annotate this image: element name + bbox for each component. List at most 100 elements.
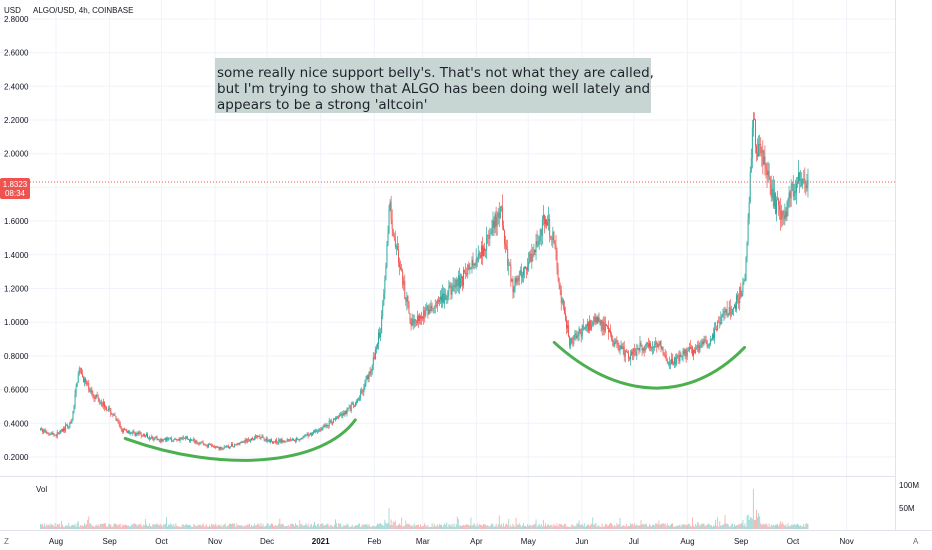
volume-bar — [660, 524, 662, 529]
candle — [219, 446, 221, 451]
candle — [451, 283, 453, 299]
time-tick-label: May — [521, 537, 536, 546]
volume-bar — [503, 523, 504, 529]
candle-body — [108, 408, 110, 411]
candle-body — [722, 313, 724, 316]
candle — [489, 227, 491, 247]
candle — [635, 348, 637, 356]
candle — [352, 401, 354, 409]
candle — [660, 339, 662, 353]
auto-scale-corner-label[interactable]: A — [913, 537, 919, 546]
volume-bar — [64, 526, 66, 529]
candle — [353, 404, 355, 408]
volume-bar — [726, 523, 728, 529]
candle-body — [201, 441, 203, 443]
volume-bar — [646, 526, 648, 529]
candle — [312, 429, 314, 435]
candle-body — [385, 266, 387, 280]
candle — [725, 308, 727, 316]
candle-body — [64, 428, 66, 431]
annotation-textbox[interactable]: some really nice support belly's. That's… — [215, 58, 654, 113]
candle — [96, 391, 98, 398]
candle-body — [75, 386, 77, 394]
candle-body — [370, 371, 372, 374]
candle — [788, 186, 790, 208]
candle-body — [413, 319, 415, 326]
candle — [97, 394, 99, 402]
candle — [465, 263, 467, 280]
candle — [85, 377, 87, 385]
candle-body — [192, 439, 194, 441]
candles — [39, 112, 809, 451]
candle — [781, 204, 783, 228]
candle — [528, 252, 530, 272]
candle — [278, 437, 280, 445]
volume-bar — [767, 526, 769, 529]
zoom-corner-label[interactable]: Z — [4, 537, 9, 546]
symbol-title[interactable]: ALGO/USD, 4h, COINBASE — [33, 6, 133, 15]
candle-body — [522, 268, 524, 276]
candle — [542, 205, 544, 226]
candle — [622, 342, 624, 355]
candle — [568, 320, 570, 338]
time-axis[interactable]: Aug Sep Oct Nov Dec 2021 Feb Mar Apr May Jun Jul Aug… — [49, 537, 854, 546]
candle — [399, 257, 400, 276]
candle-body — [518, 274, 520, 281]
support-belly-2[interactable] — [552, 340, 747, 390]
candle — [109, 405, 111, 412]
volume-bar — [440, 524, 441, 529]
candle — [605, 323, 607, 327]
candle-body — [531, 254, 533, 262]
candle — [275, 439, 277, 444]
volume-bar — [400, 525, 402, 529]
candle — [530, 249, 532, 263]
volume-bar — [353, 526, 355, 529]
candle-body — [625, 350, 627, 353]
candle — [695, 344, 697, 355]
volume-bar — [372, 525, 374, 529]
candle-body — [654, 344, 656, 347]
volume-bar — [593, 524, 595, 529]
support-belly-1[interactable] — [123, 418, 357, 462]
volume-bar — [115, 524, 117, 529]
candle — [799, 171, 801, 193]
volume-bar — [367, 525, 369, 529]
candle — [596, 316, 598, 325]
candle — [541, 215, 543, 245]
volume-bar — [564, 524, 566, 529]
volume-bar — [734, 524, 735, 529]
candle — [626, 350, 628, 354]
candle-body — [473, 264, 475, 266]
candle-body — [320, 428, 322, 431]
time-tick-label: Oct — [155, 537, 168, 546]
candle-body — [256, 435, 258, 438]
price-tick-label: 2.2000 — [4, 116, 29, 125]
candle-body — [795, 183, 797, 193]
candle-body — [163, 438, 165, 440]
candle-body — [337, 416, 339, 418]
volume-bar — [127, 525, 129, 529]
candle-body — [440, 296, 441, 300]
candle — [151, 434, 153, 439]
candle — [492, 211, 494, 236]
price-axis[interactable]: 0.20000.40000.60000.80001.00001.20001.40… — [4, 15, 29, 462]
candle — [755, 118, 756, 154]
candle — [142, 433, 144, 437]
candle-body — [134, 431, 136, 436]
time-tick-label: Sep — [734, 537, 749, 546]
volume-bar — [307, 523, 309, 529]
candle-body — [96, 394, 98, 397]
volume-bar — [270, 523, 272, 529]
candle-body — [667, 362, 669, 364]
volume-bar — [473, 523, 475, 529]
candle — [380, 328, 382, 342]
candle-body — [778, 199, 780, 206]
candle-body — [483, 247, 484, 256]
volume-bar — [383, 525, 385, 529]
candle-body — [639, 342, 641, 351]
candle-body — [155, 436, 157, 438]
volume-bar — [168, 524, 169, 529]
candle — [702, 338, 704, 348]
candle — [774, 191, 776, 215]
